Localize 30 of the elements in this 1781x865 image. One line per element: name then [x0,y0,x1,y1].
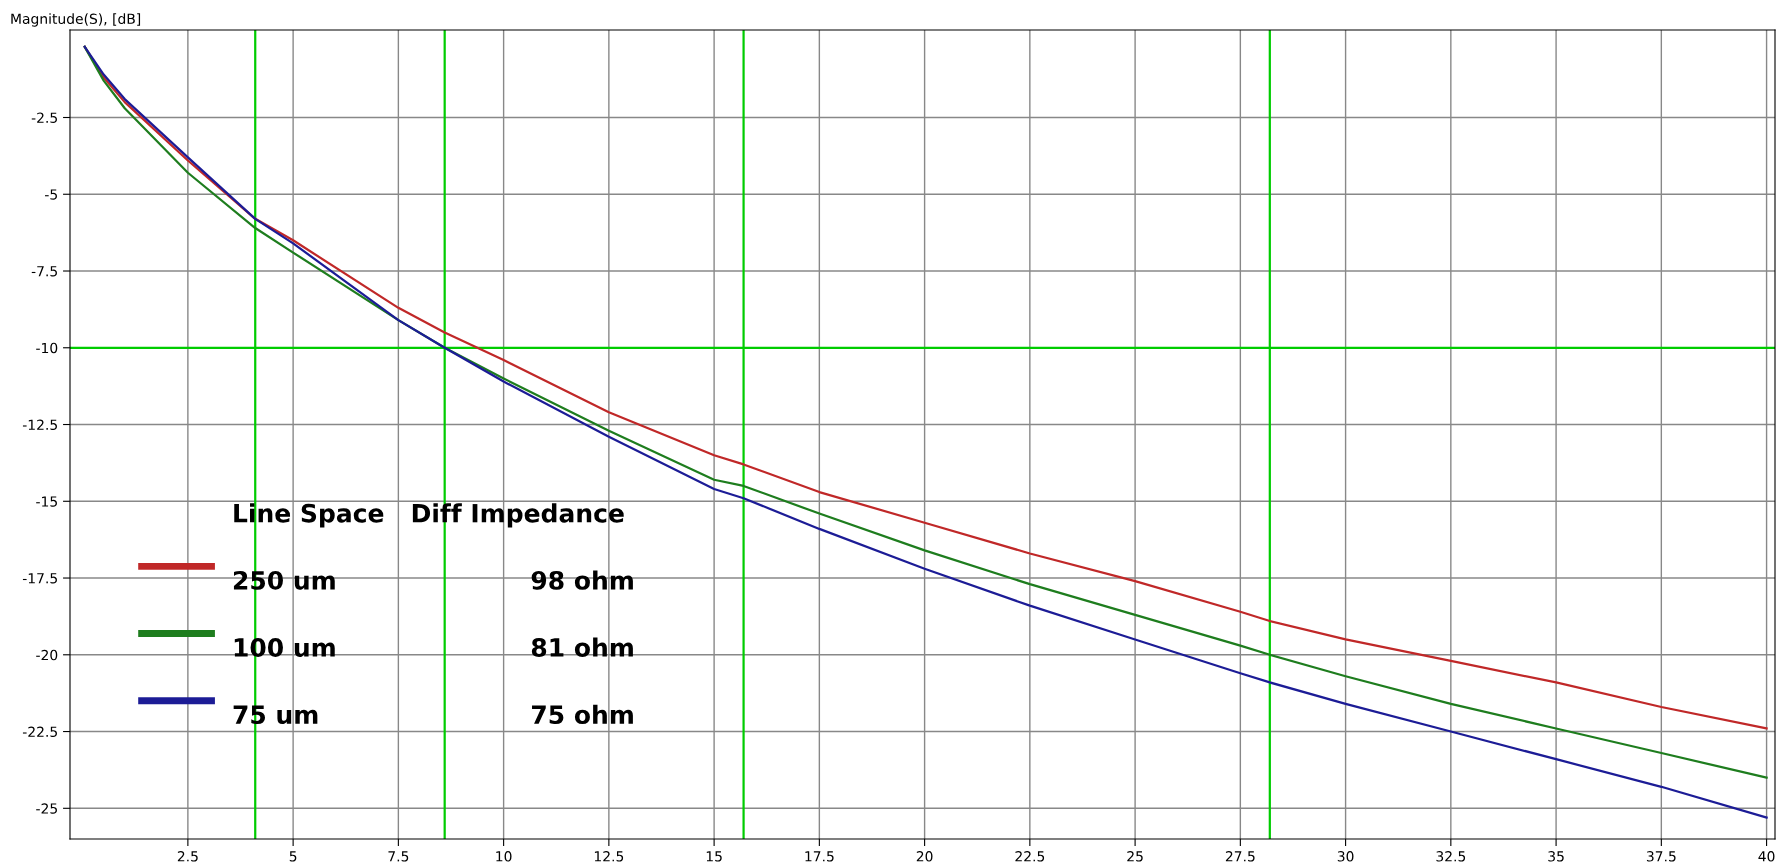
x-tick-label: 10 [496,851,512,862]
x-tick-label: 32.5 [1436,851,1466,862]
y-tick-label: -22.5 [22,726,57,738]
y-tick-label: -25 [36,803,57,814]
x-tick-label: 12.5 [594,851,624,862]
y-tick-label: -7.5 [31,266,57,277]
y-axis-title: Magnitude(S), [dB] [11,13,141,27]
x-tick-label: 20 [916,851,933,862]
y-tick-label: -15 [36,496,57,507]
x-tick-label: 40 [1758,851,1775,862]
x-tick-label: 5 [289,851,297,862]
x-tick-label: 2.5 [177,851,198,862]
y-tick-label: -12.5 [22,419,57,430]
y-tick-label: -17.5 [22,573,57,584]
x-tick-label: 17.5 [805,851,834,862]
x-tick-label: 30 [1337,851,1354,862]
annotation: 81 ohm [531,637,633,657]
x-tick-label: 22.5 [1015,851,1045,862]
x-tick-label: 27.5 [1225,851,1255,862]
y-tick-label: -2.5 [31,112,57,123]
y-tick-label: -10 [36,342,58,354]
annotation: 75 ohm [532,704,633,725]
x-tick-label: 15 [706,851,722,862]
x-tick-label: 37.5 [1646,851,1676,862]
x-tick-label: 25 [1127,851,1143,862]
x-tick-label: 7.5 [388,851,409,862]
y-tick-label: -20 [36,649,58,661]
x-tick-label: 35 [1548,851,1564,862]
annotation: 98 ohm [531,570,633,590]
y-tick-label: -5 [45,189,57,200]
